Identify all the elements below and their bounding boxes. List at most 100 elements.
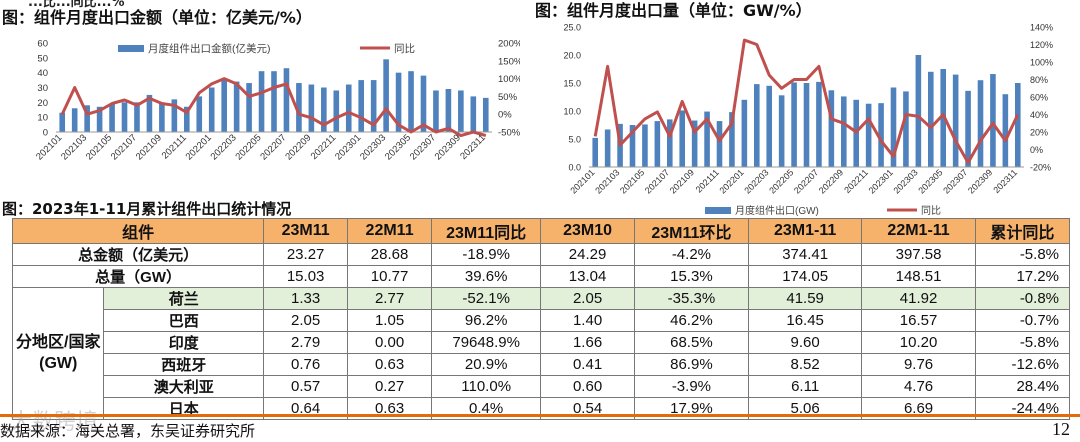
group-label-unit: (GW) bbox=[39, 354, 78, 372]
bar bbox=[321, 87, 327, 132]
bar bbox=[977, 80, 984, 167]
page-number: 12 bbox=[1052, 419, 1070, 439]
table-cell: 28.4% bbox=[974, 375, 1071, 398]
table-row: 西班牙 0.76 0.63 20.9% 0.41 86.9% 8.52 9.76 -12.6% bbox=[13, 353, 1071, 376]
table-row: 巴西 2.05 1.05 96.2% 1.40 46.2% 16.45 16.57 -0.7% bbox=[13, 309, 1071, 332]
table-cell: 1.05 bbox=[347, 309, 433, 332]
x-tick-label: 202105 bbox=[84, 132, 114, 162]
y-left-tick-label: 25.0 bbox=[563, 23, 581, 33]
y-right-tick-label: 60% bbox=[1030, 93, 1048, 103]
table-cell: 16.45 bbox=[747, 309, 863, 332]
x-tick-label: 202109 bbox=[668, 167, 696, 195]
row-label: 荷兰 bbox=[103, 287, 265, 310]
x-tick-label: 202305 bbox=[383, 132, 413, 162]
table-cell: 17.2% bbox=[974, 265, 1071, 288]
table-header-cell: 23M11同比 bbox=[431, 218, 542, 244]
y-right-tick-label: 0% bbox=[498, 110, 512, 121]
table-cell: 374.41 bbox=[747, 243, 863, 266]
y-right-tick-label: 80% bbox=[1030, 75, 1048, 85]
table-cell: 41.92 bbox=[861, 287, 976, 310]
table-cell: -5.8% bbox=[974, 331, 1071, 354]
table-cell: 0.63 bbox=[347, 353, 433, 376]
bar bbox=[358, 80, 365, 132]
bar bbox=[121, 102, 128, 132]
table-cell: 15.03 bbox=[263, 265, 349, 288]
bar bbox=[592, 137, 599, 167]
cumulative-export-table: 组件 23M11 22M11 23M11同比 23M10 23M11环比 23M1-11 22… bbox=[11, 218, 1071, 420]
x-tick-label: 202309 bbox=[966, 167, 994, 195]
bar bbox=[333, 90, 340, 132]
data-source: 数据来源：海关总署，东吴证券研究所 bbox=[0, 422, 256, 440]
table-cell: 41.59 bbox=[747, 287, 863, 310]
bar bbox=[666, 119, 673, 167]
bar bbox=[729, 112, 735, 167]
table-header-cell: 22M11 bbox=[347, 218, 433, 244]
table-row: 总金额（亿美元） 23.27 28.68 -18.9% 24.29 -4.2% 374.41… bbox=[11, 243, 1071, 266]
bar bbox=[445, 88, 452, 132]
table-header-cell: 23M1-11 bbox=[747, 218, 863, 244]
bar bbox=[990, 74, 996, 167]
bar bbox=[84, 105, 90, 132]
y-right-tick-label: -50% bbox=[498, 128, 520, 139]
y-left-tick-label: 0.0 bbox=[568, 163, 581, 173]
y-right-tick-label: 40% bbox=[1030, 110, 1048, 120]
export-value-chart: 0 10 20 30 40 50 60 -50% 0% 50% 100% 150% 200% 202101… bbox=[34, 39, 520, 163]
x-tick-label: 202303 bbox=[891, 167, 919, 195]
bar bbox=[865, 103, 872, 167]
bar bbox=[308, 84, 315, 132]
bar bbox=[927, 71, 934, 167]
y-right-tick-label: 20% bbox=[1030, 128, 1048, 138]
x-tick-label: 202301 bbox=[333, 132, 363, 162]
table-cell: 20.9% bbox=[431, 353, 542, 376]
y-left-tick-label: 40 bbox=[37, 68, 48, 79]
group-label-line: 分地区/国家 bbox=[16, 333, 101, 351]
bar bbox=[604, 129, 611, 167]
row-label: 澳大利亚 bbox=[103, 375, 265, 398]
bar bbox=[791, 82, 797, 167]
table-cell: 1.66 bbox=[540, 331, 635, 354]
table-cell: 0.27 bbox=[347, 375, 433, 398]
bar bbox=[654, 121, 661, 167]
bar bbox=[691, 120, 698, 167]
table-header-cell: 22M1-11 bbox=[861, 218, 976, 244]
bar bbox=[816, 81, 822, 167]
x-tick-label: 202203 bbox=[209, 132, 239, 162]
bar bbox=[965, 90, 971, 167]
yoy-line bbox=[60, 77, 487, 138]
row-label: 印度 bbox=[103, 331, 265, 354]
table-cell: 6.11 bbox=[747, 375, 863, 398]
bar bbox=[258, 71, 265, 132]
bar bbox=[196, 96, 203, 132]
y-right-tick-label: 120% bbox=[1030, 40, 1053, 50]
bar bbox=[766, 85, 773, 167]
x-tick-label: 202105 bbox=[618, 167, 646, 195]
x-tick-label: 202101 bbox=[34, 132, 64, 162]
bar bbox=[246, 83, 252, 132]
legend-bar-label: 月度组件出口(GW) bbox=[735, 204, 819, 217]
table-header-cell: 23M10 bbox=[540, 218, 635, 244]
legend-bar-swatch bbox=[705, 207, 731, 214]
y-left-tick-label: 60 bbox=[37, 39, 48, 50]
table-cell: 13.04 bbox=[540, 265, 635, 288]
table-cell: 39.6% bbox=[431, 265, 542, 288]
table-cell: 0.57 bbox=[263, 375, 349, 398]
y-right-tick-label: -20% bbox=[1030, 163, 1051, 173]
table-cell: 397.58 bbox=[861, 243, 976, 266]
table-cell: -4.2% bbox=[633, 243, 749, 266]
bar bbox=[283, 68, 290, 132]
x-tick-label: 202309 bbox=[433, 132, 463, 162]
bar bbox=[370, 80, 377, 132]
x-tick-label: 202107 bbox=[643, 167, 671, 195]
x-tick-label: 202311 bbox=[458, 132, 488, 162]
bar bbox=[345, 84, 352, 132]
table-cell: 0.60 bbox=[540, 375, 635, 398]
bar bbox=[903, 91, 909, 167]
row-label: 巴西 bbox=[103, 309, 265, 332]
table-cell: 2.05 bbox=[263, 309, 349, 332]
y-right-tick-label: 50% bbox=[498, 92, 518, 103]
table-cell: 2.05 bbox=[540, 287, 635, 310]
bar bbox=[482, 97, 489, 132]
bar bbox=[159, 103, 165, 132]
y-right-tick-label: 0% bbox=[1030, 145, 1043, 155]
bar bbox=[96, 106, 103, 132]
